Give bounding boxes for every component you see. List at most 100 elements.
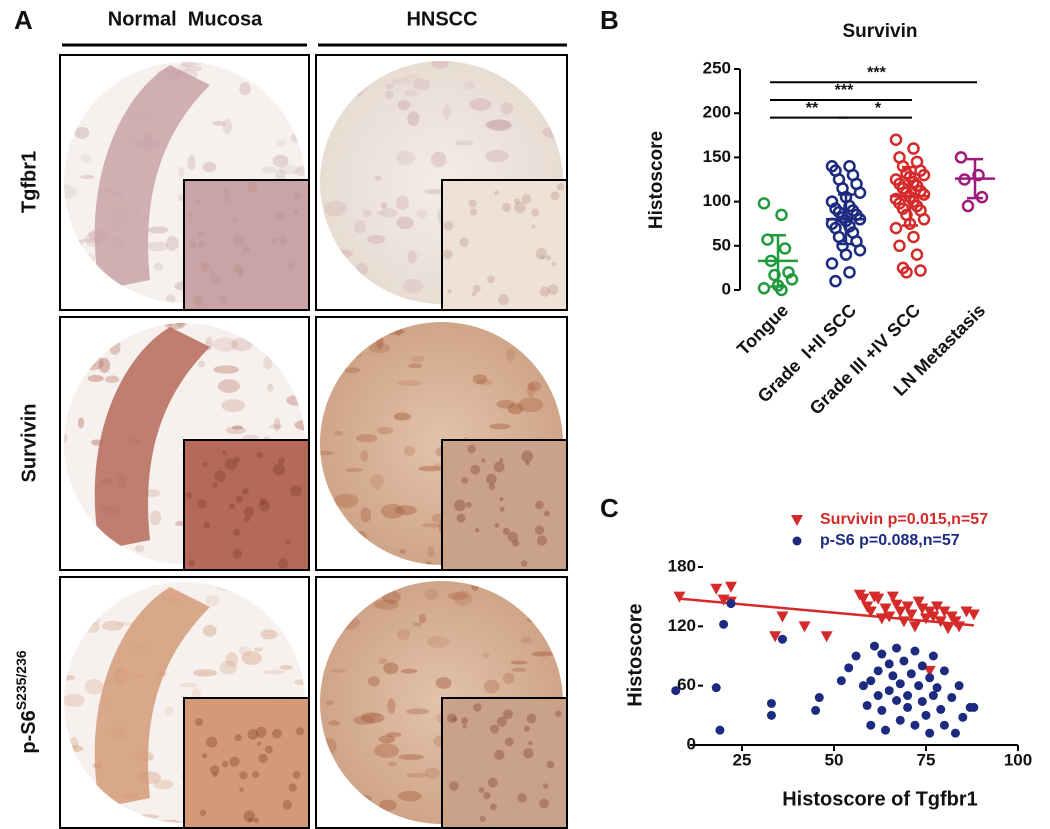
data-point (858, 681, 868, 691)
tissue-texture (266, 383, 274, 392)
tissue-texture (557, 61, 563, 63)
tissue-texture (509, 328, 530, 335)
inset-texture (228, 503, 236, 510)
tissue-texture (168, 596, 178, 603)
column-header: Normal Mucosa (108, 8, 263, 30)
inset-texture (292, 209, 300, 216)
tissue-texture (111, 236, 125, 252)
tissue-texture (345, 467, 363, 473)
inset-texture (504, 737, 514, 747)
tissue-texture (84, 678, 104, 695)
tissue-texture (260, 629, 278, 640)
inset-texture (186, 492, 193, 499)
tissue-texture (360, 712, 385, 724)
tissue-texture (355, 434, 378, 443)
tissue-texture (391, 581, 407, 588)
epithelium (94, 327, 210, 550)
tissue-texture (157, 671, 167, 677)
tissue-texture (416, 209, 428, 219)
error-bar (967, 157, 983, 200)
tissue-texture (222, 118, 232, 135)
data-point (947, 693, 957, 703)
inset-texture (459, 237, 469, 247)
tissue-texture (204, 594, 220, 606)
tissue-texture (334, 493, 359, 509)
inset-texture (223, 188, 230, 195)
tissue-texture (101, 620, 124, 631)
tissue-texture (112, 264, 122, 270)
tissue-texture (435, 677, 452, 689)
tissue-texture (374, 175, 382, 181)
tissue-texture (328, 668, 347, 673)
row-label-superscript: S235/236 (13, 650, 29, 710)
data-point (889, 133, 903, 146)
data-point (895, 715, 905, 725)
x-tick-label: 25 (733, 750, 752, 769)
inset-texture (264, 745, 273, 754)
inset-texture (501, 202, 512, 213)
tissue-texture (395, 150, 416, 166)
y-tick-label: 250 (703, 58, 731, 77)
inset-texture (212, 482, 218, 488)
inset-texture (447, 713, 457, 723)
inset-texture (203, 521, 211, 529)
tissue-texture (79, 253, 104, 261)
tissue-texture (360, 507, 372, 523)
data-point (900, 266, 913, 279)
y-tick-label: 100 (703, 191, 731, 210)
x-axis-label: Histoscore of Tgfbr1 (782, 788, 978, 810)
data-point (726, 599, 736, 609)
tissue-texture (165, 582, 182, 583)
data-point (776, 611, 789, 623)
tissue-texture (412, 78, 430, 91)
data-point (768, 268, 781, 282)
data-point (914, 264, 927, 277)
data-point (954, 151, 968, 164)
data-point (711, 683, 721, 693)
tissue-texture (400, 668, 418, 674)
inset-texture (272, 728, 282, 739)
inset-texture (531, 208, 540, 217)
data-point (869, 641, 879, 651)
data-point (886, 591, 899, 603)
micrographs (59, 54, 568, 829)
inset-texture (202, 462, 208, 468)
inset-texture (233, 456, 241, 463)
tissue-texture (163, 323, 187, 330)
inset-texture (507, 531, 519, 543)
tissue-texture (257, 342, 270, 348)
inset-texture (473, 703, 482, 712)
panel-label: C (600, 493, 619, 523)
tissue-texture (380, 208, 398, 218)
tissue-texture (192, 669, 218, 677)
inset-texture (545, 255, 551, 261)
tissue-texture (487, 119, 512, 132)
inset-texture (512, 539, 520, 547)
tissue-texture (348, 799, 358, 812)
tissue-texture (320, 247, 336, 254)
tissue-texture (382, 590, 401, 604)
tissue-texture (156, 819, 182, 823)
tissue-texture (221, 399, 246, 413)
data-point (894, 606, 907, 618)
data-point (877, 649, 887, 659)
data-point (829, 202, 842, 215)
inset-texture (487, 275, 495, 284)
tissue-texture (356, 262, 368, 276)
tissue-texture (376, 296, 392, 304)
tissue-texture (294, 165, 305, 177)
tissue-texture (500, 102, 514, 115)
data-point (969, 702, 979, 712)
data-point (961, 199, 975, 213)
y-tick-label: 50 (712, 235, 731, 254)
tissue-texture (177, 63, 189, 74)
data-point (673, 591, 686, 603)
inset-texture (233, 264, 244, 275)
row-label: Tgfbr1 (18, 151, 40, 213)
tissue-texture (373, 743, 400, 759)
tissue-texture (212, 337, 239, 352)
tissue-texture (349, 533, 358, 545)
inset-texture (292, 770, 301, 779)
tissue-texture (147, 226, 169, 234)
tissue-texture (378, 294, 400, 300)
